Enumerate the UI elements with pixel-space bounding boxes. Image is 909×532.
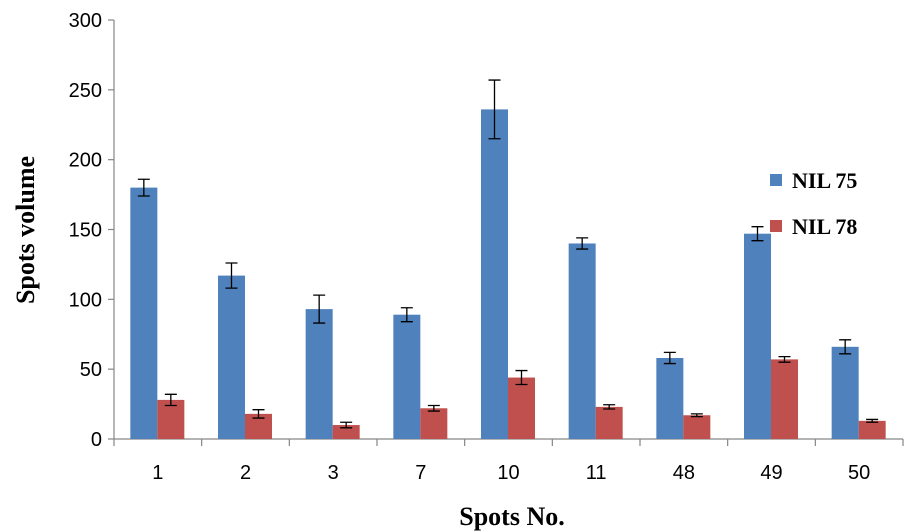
error-bar [225, 262, 238, 289]
bar-nil-75-7 [393, 314, 421, 439]
error-bar [690, 413, 703, 418]
bar-nil-78-48 [683, 415, 711, 439]
bar-nil-75-3 [305, 309, 333, 439]
error-bar [400, 307, 413, 323]
x-tick-label: 1 [152, 462, 163, 484]
error-bar [663, 351, 676, 365]
error-bar [751, 226, 764, 242]
bar-nil-75-50 [831, 346, 859, 439]
x-tick-label: 3 [328, 462, 339, 484]
y-tick-label: 150 [69, 220, 102, 242]
error-bar [313, 294, 326, 324]
bar-nil-78-1 [157, 399, 185, 439]
error-bar [866, 418, 879, 423]
error-bar [603, 404, 616, 410]
error-bar [488, 79, 501, 140]
y-tick-label: 200 [69, 150, 102, 172]
error-bars [137, 79, 879, 429]
bar-nil-78-10 [508, 377, 535, 439]
y-tick-label: 50 [80, 359, 102, 381]
x-tick-label: 49 [760, 462, 782, 484]
error-bar [340, 421, 353, 429]
y-tick-label: 0 [91, 429, 102, 451]
bar-nil-78-50 [858, 420, 886, 439]
bar-nil-75-48 [656, 357, 684, 439]
y-tick-label: 250 [69, 80, 102, 102]
error-bar [427, 404, 440, 412]
x-axis: 1 2 3 7 10 11 48 49 50 [113, 438, 904, 484]
bar-nil-75-1 [130, 187, 158, 439]
error-bar [778, 355, 791, 363]
x-tick-label: 2 [240, 462, 251, 484]
x-tick-label: 11 [586, 462, 607, 484]
x-tick-label: 50 [848, 462, 870, 484]
y-axis: 0 50 100 150 200 250 300 [69, 10, 115, 451]
bar-nil-78-49 [771, 359, 798, 439]
bar-nil-78-11 [595, 406, 623, 439]
y-axis-title: Spots volume [11, 156, 40, 304]
bar-nil-75-49 [744, 233, 771, 439]
x-tick-label: 48 [673, 462, 695, 484]
bar-nil-75-2 [218, 275, 245, 439]
legend-swatch [770, 174, 782, 186]
y-tick-label: 100 [69, 289, 102, 311]
legend-label: NIL 75 [792, 168, 857, 193]
bar-nil-75-11 [568, 243, 596, 439]
bars [130, 109, 886, 440]
x-tick-label: 10 [497, 462, 519, 484]
legend: NIL 75 NIL 78 [770, 168, 857, 239]
error-bar [252, 409, 265, 419]
x-axis-title: Spots No. [459, 502, 564, 531]
legend-label: NIL 78 [792, 214, 857, 239]
legend-swatch [770, 220, 782, 232]
bar-nil-78-7 [420, 408, 448, 439]
bar-nil-78-3 [332, 425, 360, 439]
error-bar [137, 178, 150, 197]
bar-nil-75-10 [481, 109, 508, 440]
x-tick-label: 7 [415, 462, 426, 484]
y-tick-label: 300 [69, 10, 102, 32]
error-bar [576, 237, 589, 250]
error-bar [515, 369, 528, 386]
error-bar [164, 393, 177, 407]
error-bar [839, 339, 852, 355]
